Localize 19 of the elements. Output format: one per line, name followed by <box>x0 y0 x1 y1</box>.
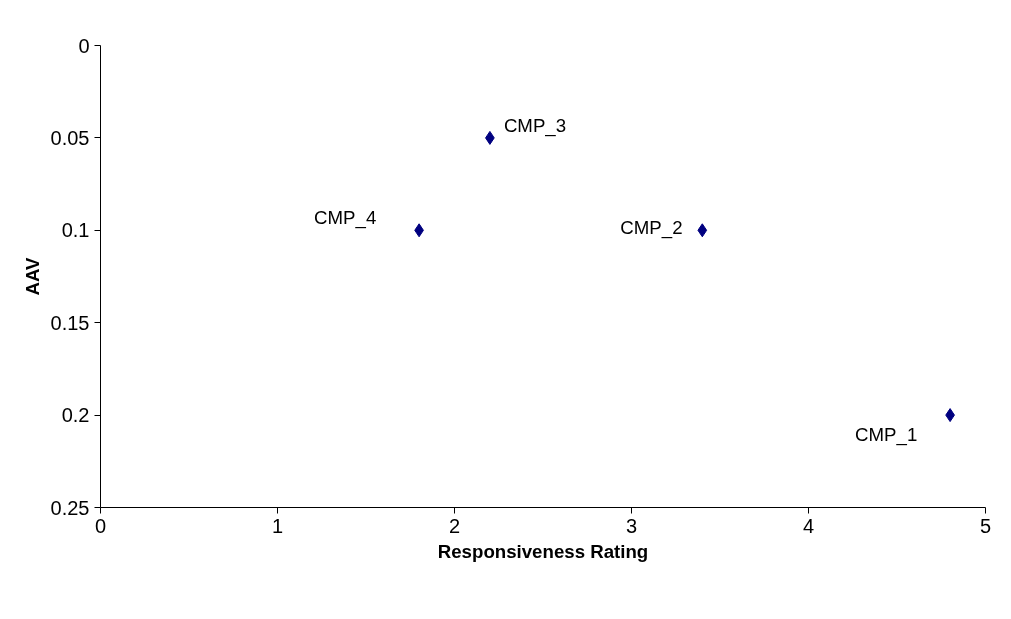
point <box>697 223 708 238</box>
annotation: CMP_3 <box>503 114 567 137</box>
x-tick-label: 3 <box>625 514 638 537</box>
y-tick-label: 0.2 <box>61 404 90 427</box>
y-tick-label: 0.15 <box>50 311 90 334</box>
y-tick-label: 0.05 <box>50 126 90 149</box>
y-tick-label: 0.1 <box>61 219 90 242</box>
x-tick-label: 0 <box>94 514 107 537</box>
annotation: CMP_2 <box>620 217 683 240</box>
x-tick-label: 2 <box>448 514 461 537</box>
annotation: CMP_4 <box>314 207 377 230</box>
y-tick-label: 0.25 <box>50 496 90 519</box>
y-tick-label: 0 <box>78 34 90 57</box>
x-tick-label: 5 <box>979 514 992 537</box>
y-axis-title: AAV <box>21 256 43 296</box>
annotation: CMP_1 <box>855 424 918 447</box>
x-axis-title: Responsiveness Rating <box>437 540 649 562</box>
x-tick-label: 1 <box>271 514 284 537</box>
x-tick-label: 4 <box>802 514 815 537</box>
